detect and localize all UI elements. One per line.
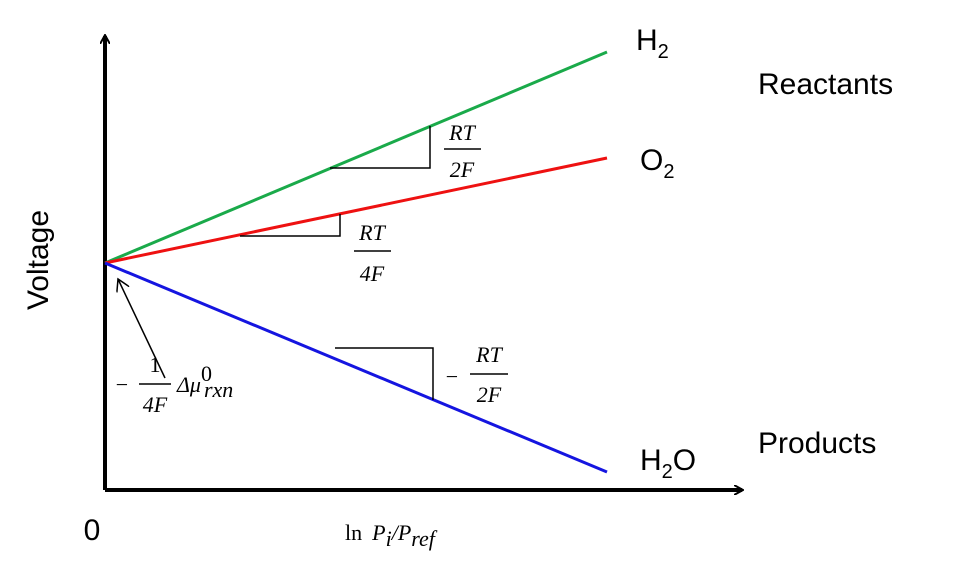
h2o-label: H2O [640,444,696,483]
fraction-numerator: RT [358,220,386,245]
h2-line [104,50,608,265]
h2o-line [104,261,608,474]
fraction-denominator: 4F [143,392,168,417]
intercept-arrow [118,279,166,379]
fraction-numerator: 1 [150,352,161,377]
o2-line [104,156,608,265]
reactants-label: Reactants [758,68,893,101]
slope-triangle [330,126,431,169]
y-axis-label: Voltage [22,210,55,310]
fraction-denominator: 4F [360,261,385,286]
h2-label: H2 [636,24,669,63]
minus-sign: − [446,364,458,389]
x-axis-label: ln Pi/Pref [345,520,438,551]
fraction-denominator: 2F [477,382,502,407]
origin-label: 0 [84,514,101,547]
slope-triangle [240,214,341,237]
o2-label: O2 [640,144,674,183]
minus-sign: − [116,372,128,397]
slope-triangle [335,347,434,400]
fraction-numerator: RT [448,120,476,145]
fraction-numerator: RT [475,342,503,367]
delta-mu: Δμ0 rxn [176,361,233,402]
fraction-denominator: 2F [450,157,475,182]
products-label: Products [758,427,876,460]
